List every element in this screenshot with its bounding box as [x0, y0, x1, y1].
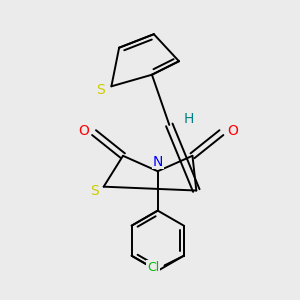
Text: H: H — [183, 112, 194, 126]
Text: O: O — [78, 124, 89, 138]
Text: N: N — [152, 154, 163, 169]
Text: S: S — [96, 83, 105, 97]
Text: O: O — [227, 124, 238, 138]
Text: S: S — [90, 184, 98, 197]
Text: Cl: Cl — [147, 261, 159, 274]
